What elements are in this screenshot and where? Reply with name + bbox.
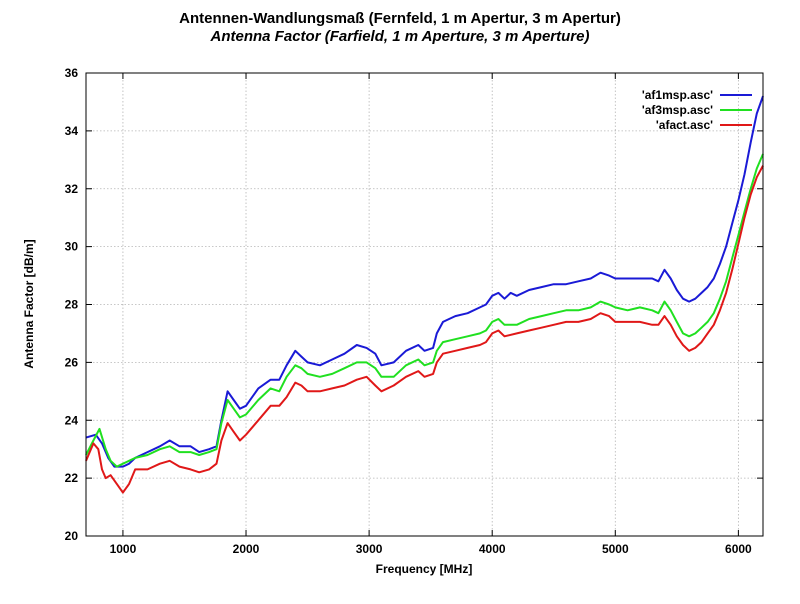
x-tick-label: 5000 [602,542,629,556]
chart-subtitle: Antenna Factor (Farfield, 1 m Aperture, … [210,28,590,45]
series-line-1 [85,95,764,468]
y-tick-label: 28 [65,298,79,312]
series-line-3 [85,165,764,494]
x-tick-label: 6000 [725,542,752,556]
legend-label: 'af3msp.asc' [642,103,713,117]
y-tick-label: 30 [65,240,79,254]
chart-title: Antennen-Wandlungsmaß (Fernfeld, 1 m Ape… [179,10,621,27]
legend: 'af1msp.asc''af3msp.asc''afact.asc' [642,88,752,132]
y-axis-label: Antenna Factor [dB/m] [22,239,36,368]
grid [86,73,763,536]
legend-label: 'afact.asc' [656,118,713,132]
x-tick-label: 1000 [110,542,137,556]
y-tick-label: 36 [65,66,79,80]
x-tick-label: 4000 [479,542,506,556]
series-lines [85,95,764,494]
legend-label: 'af1msp.asc' [642,88,713,102]
series-line-2 [85,153,764,468]
x-tick-label: 3000 [356,542,383,556]
tick-labels: 20 22 24 26 28 30 32 34 36 1000 2000 3000 4000 5000 60… [65,66,763,556]
x-axis-label: Frequency [MHz] [376,562,473,576]
y-tick-label: 34 [65,124,79,138]
y-tick-label: 32 [65,182,79,196]
y-tick-label: 22 [65,471,79,485]
y-tick-label: 26 [65,355,79,369]
y-tick-label: 24 [65,413,79,427]
x-tick-label: 2000 [233,542,260,556]
y-tick-label: 20 [65,529,79,543]
